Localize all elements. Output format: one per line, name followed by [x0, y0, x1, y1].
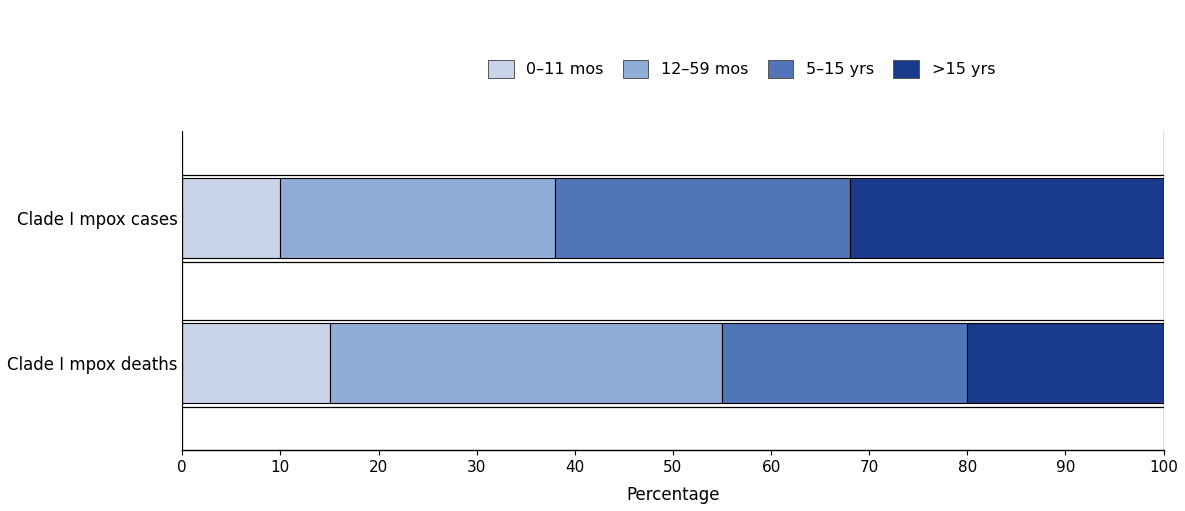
X-axis label: Percentage: Percentage [626, 486, 719, 504]
Bar [182, 178, 281, 258]
Bar [329, 323, 722, 403]
Bar [722, 323, 967, 403]
Legend: 0–11 mos, 12–59 mos, 5–15 yrs, >15 yrs: 0–11 mos, 12–59 mos, 5–15 yrs, >15 yrs [480, 52, 1004, 86]
Bar [850, 178, 1164, 258]
Bar [556, 178, 850, 258]
Bar [182, 323, 329, 403]
Bar [281, 178, 556, 258]
Bar [967, 323, 1164, 403]
